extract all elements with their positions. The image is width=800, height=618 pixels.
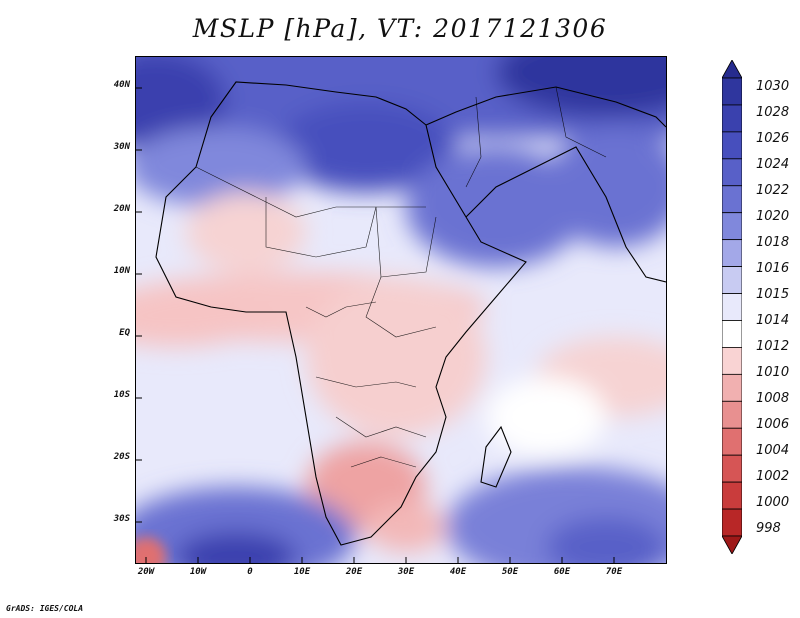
colorbar-label: 1000 — [756, 495, 790, 510]
lat-label-20n: 20N — [113, 204, 130, 214]
colorbar-label: 1030 — [756, 79, 790, 94]
colorbar-label: 1012 — [756, 339, 790, 354]
colorbar-band — [722, 293, 742, 321]
lat-label-20s: 20S — [113, 452, 130, 462]
pressure-blobs — [136, 57, 666, 563]
lon-label-20w: 20W — [137, 567, 155, 577]
colorbar-label: 998 — [756, 521, 781, 536]
lat-label-40n: 40N — [113, 80, 130, 90]
lon-label-30e: 30E — [397, 567, 415, 577]
colorbar-band — [722, 212, 742, 241]
lat-label-30s: 30S — [113, 514, 130, 524]
lon-label-0: 0 — [247, 567, 253, 577]
colorbar-band — [722, 185, 742, 214]
lon-label-40e: 40E — [449, 567, 467, 577]
low-pressure-corner — [136, 537, 166, 563]
lon-label-60e: 60E — [553, 567, 571, 577]
colorbar-label: 1004 — [756, 443, 790, 458]
colorbar-label: 1020 — [756, 209, 790, 224]
colorbar-label: 1014 — [756, 313, 790, 328]
colorbar-label: 1002 — [756, 469, 790, 484]
map-title: MSLP [hPa], VT: 2017121306 — [192, 14, 608, 43]
colorbar-band — [722, 239, 742, 267]
lon-label-70e: 70E — [605, 567, 623, 577]
colorbar-band — [722, 454, 742, 483]
pressure-map — [135, 56, 667, 564]
colorbar-label: 1022 — [756, 183, 790, 198]
graticule-ticks — [136, 87, 615, 563]
colorbar-label: 1006 — [756, 417, 790, 432]
colorbar — [722, 60, 742, 554]
lon-label-50e: 50E — [501, 567, 519, 577]
grads-credit: GrADS: IGES/COLA — [6, 604, 84, 613]
colorbar-label: 1018 — [756, 235, 790, 250]
colorbar-band — [722, 481, 742, 510]
lon-label-20e: 20E — [345, 567, 363, 577]
colorbar-band — [722, 400, 742, 429]
lat-label-10n: 10N — [113, 266, 130, 276]
colorbar-band — [722, 104, 742, 133]
colorbar-label: 1028 — [756, 105, 790, 120]
colorbar-band — [722, 535, 742, 554]
colorbar-band — [722, 266, 742, 294]
colorbar-band — [722, 77, 742, 106]
lon-label-10e: 10E — [293, 567, 311, 577]
colorbar-band — [722, 60, 742, 79]
colorbar-band — [722, 508, 742, 537]
colorbar-band — [722, 373, 742, 402]
colorbar-band — [722, 158, 742, 187]
lon-label-10w: 10W — [189, 567, 207, 577]
colorbar-band — [722, 131, 742, 160]
colorbar-label: 1010 — [756, 365, 790, 380]
colorbar-label: 1024 — [756, 157, 790, 172]
colorbar-band — [722, 320, 742, 348]
colorbar-band — [722, 427, 742, 456]
colorbar-bands — [722, 60, 742, 554]
lat-label-eq: EQ — [119, 328, 130, 338]
colorbar-label: 1008 — [756, 391, 790, 406]
colorbar-band — [722, 347, 742, 375]
colorbar-label: 1015 — [756, 287, 790, 302]
colorbar-label: 1016 — [756, 261, 790, 276]
lat-label-10s: 10S — [113, 390, 130, 400]
lat-label-30n: 30N — [113, 142, 130, 152]
colorbar-label: 1026 — [756, 131, 790, 146]
country-borders — [195, 86, 607, 468]
pressure-field — [136, 57, 666, 563]
